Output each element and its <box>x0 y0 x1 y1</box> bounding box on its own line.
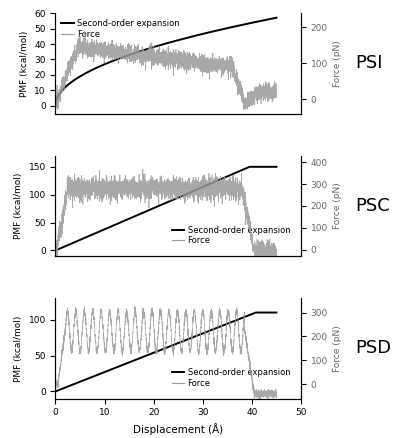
Y-axis label: PMF (kcal/mol): PMF (kcal/mol) <box>20 30 29 96</box>
Legend: Second-order expansion, Force: Second-order expansion, Force <box>60 18 181 40</box>
Y-axis label: Force (pN): Force (pN) <box>333 183 343 229</box>
Text: PSC: PSC <box>355 197 390 215</box>
Text: PSI: PSI <box>355 54 383 72</box>
Y-axis label: Force (pN): Force (pN) <box>333 40 343 87</box>
X-axis label: Displacement (Å): Displacement (Å) <box>133 423 223 435</box>
Legend: Second-order expansion, Force: Second-order expansion, Force <box>170 367 292 389</box>
Legend: Second-order expansion, Force: Second-order expansion, Force <box>170 224 292 247</box>
Y-axis label: PMF (kcal/mol): PMF (kcal/mol) <box>14 315 23 381</box>
Y-axis label: PMF (kcal/mol): PMF (kcal/mol) <box>14 173 23 239</box>
Y-axis label: Force (pN): Force (pN) <box>333 325 343 372</box>
Text: PSD: PSD <box>355 339 391 357</box>
